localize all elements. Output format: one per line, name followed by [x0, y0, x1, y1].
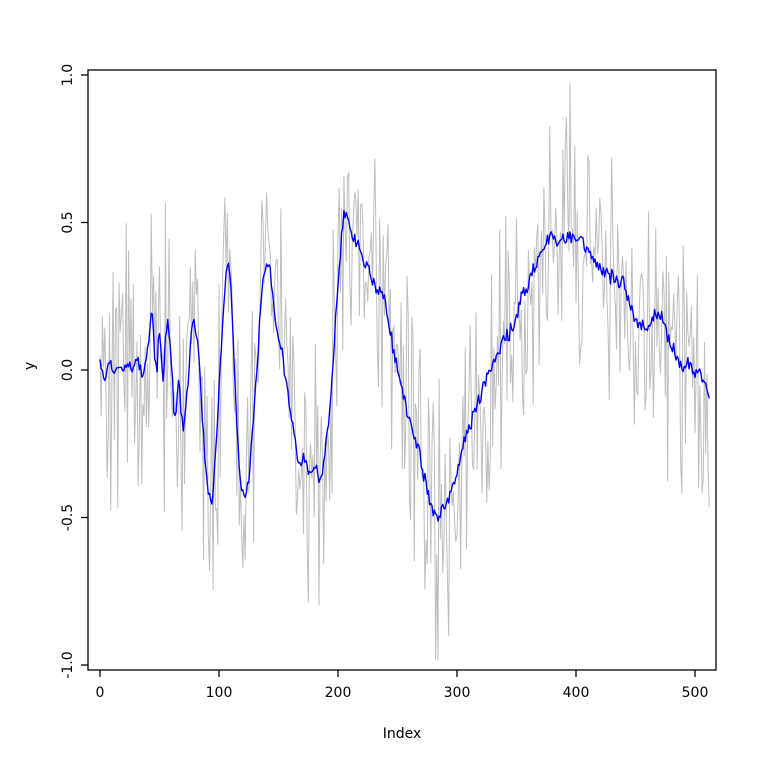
y-tick-label: 0.0: [60, 359, 76, 381]
y-tick-label: 0.5: [60, 211, 76, 233]
x-tick-label: 300: [444, 685, 471, 701]
series-raw-line: [99, 83, 710, 661]
x-tick-label: 500: [682, 685, 709, 701]
y-axis-label: y: [22, 361, 38, 370]
y-tick-label: 1.0: [60, 64, 76, 86]
x-tick-label: 0: [96, 685, 105, 701]
x-tick-label: 100: [206, 685, 233, 701]
y-tick-label: -0.5: [60, 504, 76, 531]
y-tick-label: -1.0: [60, 651, 76, 678]
x-tick-label: 200: [325, 685, 352, 701]
series-smoothed-line: [99, 209, 710, 522]
x-axis-label: Index: [382, 726, 422, 742]
x-tick-label: 400: [563, 685, 590, 701]
